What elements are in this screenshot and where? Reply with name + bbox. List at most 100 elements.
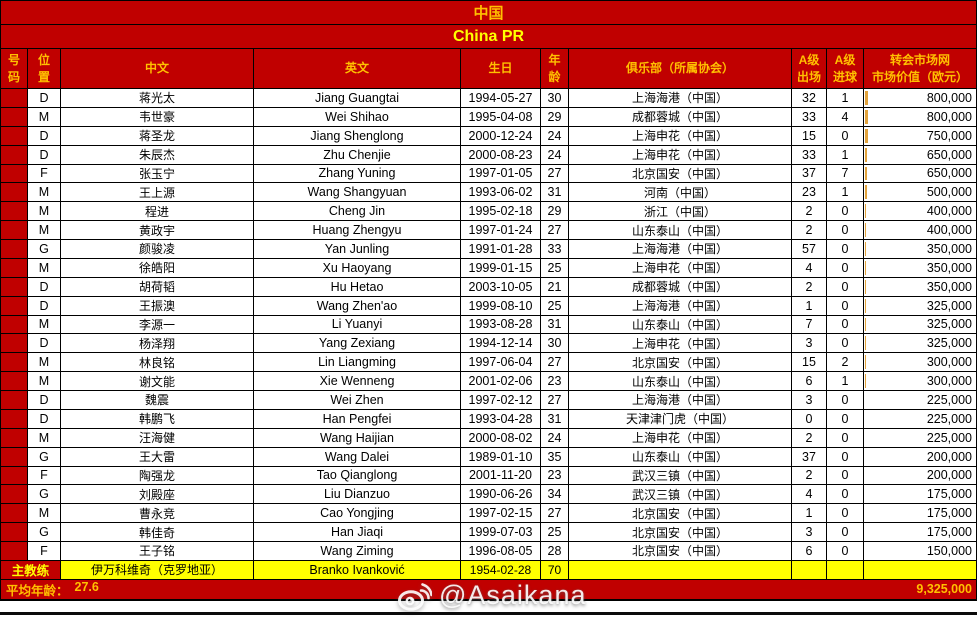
player-goals: 1 [827,89,864,108]
player-goals: 0 [827,466,864,486]
player-club: 上海海港（中国） [569,296,792,316]
player-name-cn: 蒋光太 [61,89,254,108]
col-header-name-en: 英文 [254,49,461,89]
player-name-en: Yan Junling [254,240,461,259]
coach-row: 主教练 伊万科维奇（克罗地亚） Branko Ivanković 1954-02… [1,560,976,580]
player-position: M [28,372,61,391]
player-name-en: Jiang Shenglong [254,126,461,146]
coach-age: 70 [541,560,569,580]
coach-name-cn: 伊万科维奇（克罗地亚） [61,560,254,580]
player-number-cell [1,542,28,561]
player-name-cn: 刘殿座 [61,485,254,505]
player-caps: 2 [792,202,827,222]
player-age: 29 [541,107,569,127]
player-club: 上海申花（中国） [569,126,792,146]
player-name-cn: 陶强龙 [61,466,254,486]
player-market-value: 650,000 [864,164,976,184]
player-position: F [28,542,61,561]
player-name-en: Wang Zhen'ao [254,296,461,316]
player-dob: 1997-01-24 [461,221,541,240]
player-market-value-text: 325,000 [926,336,972,351]
player-dob: 1997-02-12 [461,391,541,410]
player-dob: 1993-06-02 [461,183,541,203]
table-row: D 魏震 Wei Zhen 1997-02-12 27 上海海港（中国） 3 0… [1,391,976,410]
title-row-en: China PR [1,25,976,49]
player-number-cell [1,296,28,316]
player-caps: 57 [792,240,827,259]
value-databar [865,204,866,219]
player-name-en: Huang Zhengyu [254,221,461,240]
player-goals: 0 [827,542,864,561]
player-position: D [28,334,61,354]
player-name-cn: 魏震 [61,391,254,410]
player-goals: 1 [827,183,864,203]
player-dob: 1991-01-28 [461,240,541,259]
bottom-divider [0,612,977,615]
col-header-position: 位 置 [28,49,61,89]
value-databar [865,185,867,200]
value-databar [865,336,866,351]
player-caps: 37 [792,164,827,184]
player-dob: 2000-12-24 [461,126,541,146]
player-market-value: 325,000 [864,315,976,335]
header-row: 号 码 位 置 中文 英文 生日 年 龄 俱乐部（所属协会） A级 出场 A级 … [1,49,976,89]
player-number-cell [1,447,28,467]
coach-caps-empty [792,560,827,580]
player-market-value-text: 800,000 [926,90,972,105]
player-caps: 15 [792,353,827,373]
player-market-value-text: 325,000 [926,317,972,332]
player-dob: 1993-04-28 [461,409,541,429]
table-row: M 徐皓阳 Xu Haoyang 1999-01-15 25 上海申花（中国） … [1,258,976,278]
col-header-name-cn: 中文 [61,49,254,89]
value-databar [865,260,866,275]
player-age: 33 [541,240,569,259]
player-goals: 0 [827,221,864,240]
player-goals: 1 [827,145,864,165]
player-number-cell [1,504,28,524]
player-name-en: Tao Qianglong [254,466,461,486]
table-row: D 蒋圣龙 Jiang Shenglong 2000-12-24 24 上海申花… [1,126,976,146]
player-market-value-text: 650,000 [926,147,972,162]
player-age: 30 [541,334,569,354]
player-goals: 0 [827,240,864,259]
player-number-cell [1,334,28,354]
player-club: 天津津门虎（中国） [569,409,792,429]
player-dob: 1995-04-08 [461,107,541,127]
player-club: 成都蓉城（中国） [569,277,792,297]
table-row: F 张玉宁 Zhang Yuning 1997-01-05 27 北京国安（中国… [1,164,976,184]
value-databar [865,128,868,143]
table-row: M 黄政宇 Huang Zhengyu 1997-01-24 27 山东泰山（中… [1,221,976,240]
table-row: D 朱辰杰 Zhu Chenjie 2000-08-23 24 上海申花（中国）… [1,145,976,165]
player-number-cell [1,315,28,335]
player-market-value: 350,000 [864,277,976,297]
value-databar [865,91,868,105]
player-market-value: 500,000 [864,183,976,203]
player-goals: 0 [827,523,864,542]
player-market-value-text: 200,000 [926,449,972,464]
player-name-cn: 韩鹏飞 [61,409,254,429]
player-market-value-text: 175,000 [926,487,972,502]
player-club: 北京国安（中国） [569,523,792,542]
table-row: D 杨泽翔 Yang Zexiang 1994-12-14 30 上海申花（中国… [1,334,976,354]
player-position: M [28,258,61,278]
player-club: 北京国安（中国） [569,542,792,561]
player-position: F [28,466,61,486]
player-club: 山东泰山（中国） [569,372,792,391]
table-row: F 陶强龙 Tao Qianglong 2001-11-20 23 武汉三镇（中… [1,466,976,486]
player-market-value: 225,000 [864,428,976,448]
player-name-en: Han Pengfei [254,409,461,429]
player-club: 山东泰山（中国） [569,315,792,335]
player-market-value-text: 175,000 [926,506,972,521]
player-dob: 1994-12-14 [461,334,541,354]
player-goals: 0 [827,296,864,316]
player-market-value: 200,000 [864,466,976,486]
col-header-value: 转会市场网 市场价值（欧元） [864,49,976,89]
player-market-value: 175,000 [864,504,976,524]
player-age: 25 [541,258,569,278]
coach-label: 主教练 [1,560,61,580]
player-market-value-text: 500,000 [926,185,972,200]
player-club: 山东泰山（中国） [569,221,792,240]
value-databar [865,298,866,313]
player-name-en: Wei Shihao [254,107,461,127]
col-header-age: 年 龄 [541,49,569,89]
